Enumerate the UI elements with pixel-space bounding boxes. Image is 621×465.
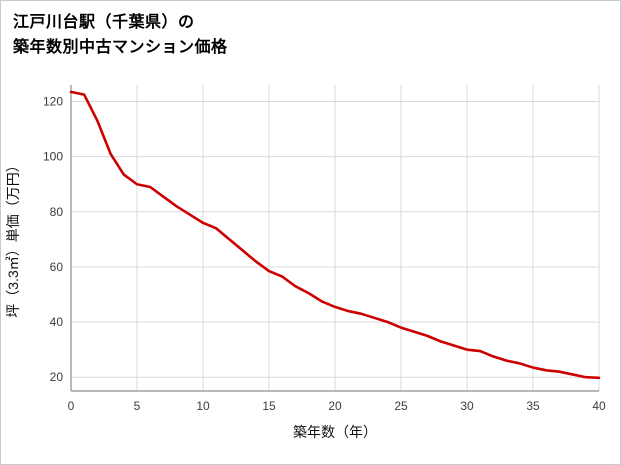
y-tick-label: 20 (50, 370, 64, 384)
y-axis-title: 坪（3.3㎡）単価（万円） (5, 158, 21, 317)
x-tick-label: 20 (328, 399, 342, 413)
x-tick-label: 30 (460, 399, 474, 413)
x-tick-label: 25 (394, 399, 408, 413)
chart-title-line-1: 江戸川台駅（千葉県）の (13, 14, 195, 31)
x-axis-title: 築年数（年） (293, 424, 377, 440)
x-tick-label: 15 (262, 399, 276, 413)
y-tick-label: 100 (43, 150, 63, 164)
x-tick-label: 0 (68, 399, 75, 413)
chart-area: 20 40 60 80 100 120 0 5 10 15 20 25 30 35 40 築年数（年） 坪（3.… (1, 73, 620, 458)
price-series-line (69, 90, 601, 380)
x-tick-label: 35 (526, 399, 540, 413)
y-tick-label: 60 (50, 260, 64, 274)
x-tick-label: 10 (196, 399, 210, 413)
y-tick-label: 40 (50, 315, 64, 329)
chart-title-line-2: 築年数別中古マンション価格 (13, 38, 228, 56)
x-tick-label: 40 (592, 399, 606, 413)
y-tick-label: 80 (50, 205, 64, 219)
x-tick-label: 5 (134, 399, 141, 413)
y-tick-label: 120 (43, 95, 63, 109)
chart-title: 江戸川台駅（千葉県）の 築年数別中古マンション価格 (1, 1, 620, 61)
price-by-age-line-chart: 20 40 60 80 100 120 0 5 10 15 20 25 30 35 40 築年数（年） 坪（3.… (5, 85, 606, 440)
